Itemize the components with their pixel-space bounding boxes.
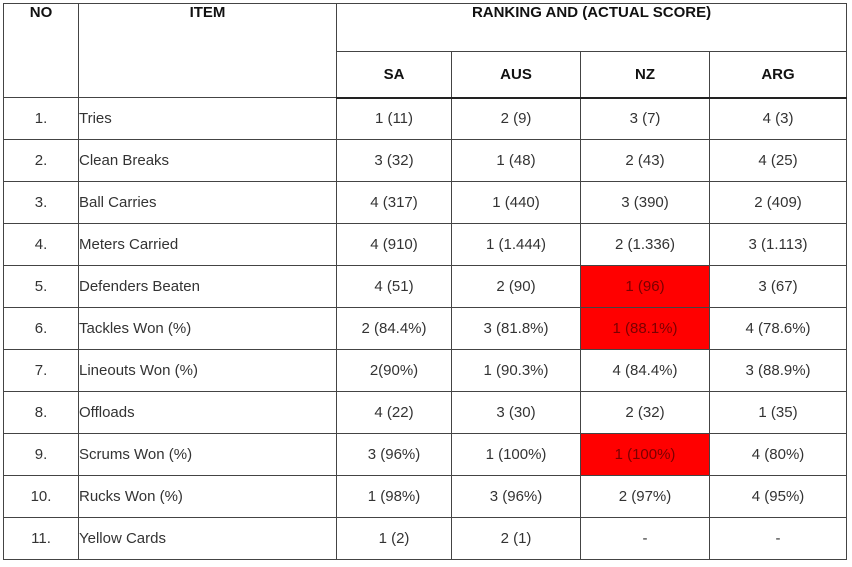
cell-nz: 1 (88.1%) bbox=[580, 307, 710, 350]
cell-sa: 2 (84.4%) bbox=[336, 307, 452, 350]
cell-nz: 2 (43) bbox=[580, 139, 710, 182]
row-item-label: Defenders Beaten bbox=[78, 265, 337, 308]
cell-nz: 4 (84.4%) bbox=[580, 349, 710, 392]
row-item-label: Rucks Won (%) bbox=[78, 475, 337, 518]
cell-arg: - bbox=[708, 517, 848, 560]
cell-sa: 3 (32) bbox=[336, 139, 452, 182]
row-item-label: Scrums Won (%) bbox=[78, 433, 337, 476]
cell-arg: 4 (78.6%) bbox=[708, 307, 848, 350]
cell-sa: 2(90%) bbox=[336, 349, 452, 392]
row-item-label: Tackles Won (%) bbox=[78, 307, 337, 350]
cell-nz: 1 (96) bbox=[580, 265, 710, 308]
cell-arg: 3 (67) bbox=[708, 265, 848, 308]
cell-nz: 2 (1.336) bbox=[580, 223, 710, 266]
row-number: 1. bbox=[3, 97, 79, 140]
table-row: 8. Offloads 4 (22) 3 (30) 2 (32) 1 (35) bbox=[3, 391, 848, 434]
cell-aus: 1 (440) bbox=[451, 181, 581, 224]
cell-arg: 4 (3) bbox=[708, 97, 848, 140]
cell-aus: 3 (96%) bbox=[451, 475, 581, 518]
table-row: 9. Scrums Won (%) 3 (96%) 1 (100%) 1 (100%) 4… bbox=[3, 433, 848, 476]
cell-arg: 3 (1.113) bbox=[708, 223, 848, 266]
cell-arg: 4 (80%) bbox=[708, 433, 848, 476]
header-team-sa: SA bbox=[336, 51, 452, 99]
cell-aus: 3 (81.8%) bbox=[451, 307, 581, 350]
cell-nz: 3 (7) bbox=[580, 97, 710, 140]
cell-aus: 2 (1) bbox=[451, 517, 581, 560]
row-item-label: Ball Carries bbox=[78, 181, 337, 224]
cell-aus: 1 (48) bbox=[451, 139, 581, 182]
ranking-table: NO ITEM RANKING AND (ACTUAL SCORE) SA AU… bbox=[3, 3, 848, 560]
row-number: 3. bbox=[3, 181, 79, 224]
cell-sa: 1 (2) bbox=[336, 517, 452, 560]
cell-aus: 1 (100%) bbox=[451, 433, 581, 476]
row-number: 8. bbox=[3, 391, 79, 434]
row-item-label: Clean Breaks bbox=[78, 139, 337, 182]
table-row: 1. Tries 1 (11) 2 (9) 3 (7) 4 (3) bbox=[3, 97, 848, 140]
cell-arg: 3 (88.9%) bbox=[708, 349, 848, 392]
row-number: 6. bbox=[3, 307, 79, 350]
row-item-label: Lineouts Won (%) bbox=[78, 349, 337, 392]
cell-aus: 1 (1.444) bbox=[451, 223, 581, 266]
row-number: 9. bbox=[3, 433, 79, 476]
row-item-label: Meters Carried bbox=[78, 223, 337, 266]
row-item-label: Yellow Cards bbox=[78, 517, 337, 560]
header-team-arg: ARG bbox=[708, 51, 848, 99]
cell-sa: 4 (22) bbox=[336, 391, 452, 434]
cell-sa: 4 (51) bbox=[336, 265, 452, 308]
row-number: 2. bbox=[3, 139, 79, 182]
table-row: 2. Clean Breaks 3 (32) 1 (48) 2 (43) 4 (25) bbox=[3, 139, 848, 182]
header-no: NO bbox=[3, 3, 79, 98]
cell-nz: 2 (97%) bbox=[580, 475, 710, 518]
cell-sa: 4 (910) bbox=[336, 223, 452, 266]
header-team-nz: NZ bbox=[580, 51, 710, 99]
table-body: 1. Tries 1 (11) 2 (9) 3 (7) 4 (3) 2. Clean Brea… bbox=[3, 97, 848, 560]
cell-sa: 1 (11) bbox=[336, 97, 452, 140]
header-team-aus: AUS bbox=[451, 51, 581, 99]
row-number: 4. bbox=[3, 223, 79, 266]
cell-nz: 3 (390) bbox=[580, 181, 710, 224]
cell-aus: 2 (9) bbox=[451, 97, 581, 140]
row-number: 5. bbox=[3, 265, 79, 308]
table-row: 10. Rucks Won (%) 1 (98%) 3 (96%) 2 (97%) 4 (… bbox=[3, 475, 848, 518]
table-row: 4. Meters Carried 4 (910) 1 (1.444) 2 (1.336… bbox=[3, 223, 848, 266]
table-row: 11. Yellow Cards 1 (2) 2 (1) - - bbox=[3, 517, 848, 560]
table-row: 6. Tackles Won (%) 2 (84.4%) 3 (81.8%) 1 (88… bbox=[3, 307, 848, 350]
cell-aus: 3 (30) bbox=[451, 391, 581, 434]
cell-nz: 2 (32) bbox=[580, 391, 710, 434]
cell-aus: 1 (90.3%) bbox=[451, 349, 581, 392]
header-ranking-group: RANKING AND (ACTUAL SCORE) bbox=[335, 3, 848, 52]
row-item-label: Tries bbox=[78, 97, 337, 140]
cell-arg: 4 (25) bbox=[708, 139, 848, 182]
row-number: 10. bbox=[3, 475, 79, 518]
table-row: 5. Defenders Beaten 4 (51) 2 (90) 1 (96) 3 (6… bbox=[3, 265, 848, 308]
table-row: 7. Lineouts Won (%) 2(90%) 1 (90.3%) 4 (84.4… bbox=[3, 349, 848, 392]
cell-nz: - bbox=[580, 517, 710, 560]
cell-arg: 2 (409) bbox=[708, 181, 848, 224]
row-number: 7. bbox=[3, 349, 79, 392]
table-row: 3. Ball Carries 4 (317) 1 (440) 3 (390) 2 (40… bbox=[3, 181, 848, 224]
header-item: ITEM bbox=[78, 3, 337, 98]
cell-sa: 3 (96%) bbox=[336, 433, 452, 476]
cell-nz: 1 (100%) bbox=[580, 433, 710, 476]
cell-aus: 2 (90) bbox=[451, 265, 581, 308]
cell-sa: 4 (317) bbox=[336, 181, 452, 224]
row-number: 11. bbox=[3, 517, 79, 560]
cell-arg: 4 (95%) bbox=[708, 475, 848, 518]
cell-arg: 1 (35) bbox=[708, 391, 848, 434]
row-item-label: Offloads bbox=[78, 391, 337, 434]
cell-sa: 1 (98%) bbox=[336, 475, 452, 518]
